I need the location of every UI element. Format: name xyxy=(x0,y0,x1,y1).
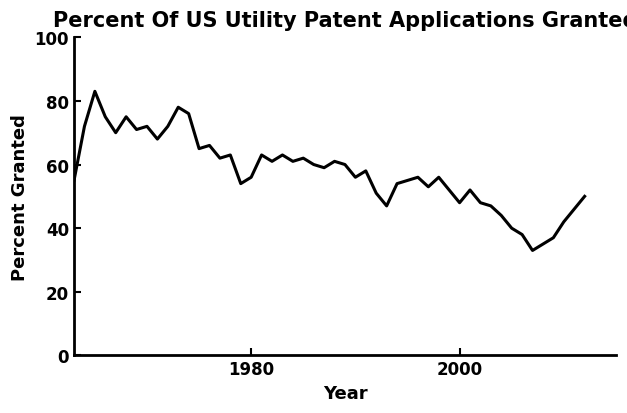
Y-axis label: Percent Granted: Percent Granted xyxy=(11,114,29,280)
X-axis label: Year: Year xyxy=(323,384,367,402)
Title: Percent Of US Utility Patent Applications Granted: Percent Of US Utility Patent Application… xyxy=(53,11,627,31)
